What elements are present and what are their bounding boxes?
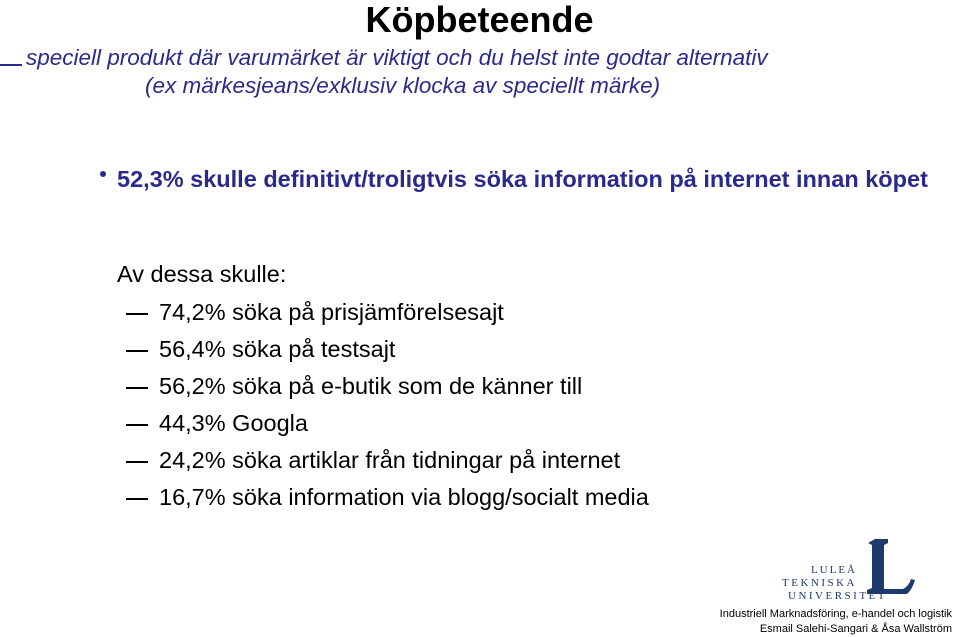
list-item-text: 56,4% söka på testsajt <box>159 336 396 362</box>
footer-line-2: Esmail Salehi-Sangari & Åsa Wallström <box>759 623 952 635</box>
dash-icon <box>126 387 148 389</box>
list-item-text: 16,7% söka information via blogg/socialt… <box>159 484 649 510</box>
list-item-text: 24,2% söka artiklar från tidningar på in… <box>159 447 621 473</box>
logo-line-3: UNIVERSITET <box>788 590 887 602</box>
university-logo-mark-icon <box>867 539 915 594</box>
footer-line-1: Industriell Marknadsföring, e-handel och… <box>719 608 952 620</box>
subtitle-line-1: speciell produkt där varumärket är vikti… <box>26 45 768 70</box>
subtitle: speciell produkt där varumärket är vikti… <box>26 44 951 100</box>
slide-title: Köpbeteende <box>365 0 594 40</box>
dash-icon <box>126 424 148 426</box>
intro-text: Av dessa skulle: <box>117 261 287 287</box>
dash-icon <box>126 313 148 315</box>
dash-icon <box>126 498 148 500</box>
subtitle-line-2: (ex märkesjeans/exklusiv klocka av speci… <box>145 73 661 98</box>
list-item-text: 56,2% söka på e-butik som de känner till <box>159 373 583 399</box>
logo-line-1: LULEÅ <box>810 564 857 576</box>
list-item-text: 74,2% söka på prisjämförelsesajt <box>159 299 504 325</box>
list-item-text: 44,3% Googla <box>159 410 308 436</box>
main-bullet: 52,3% skulle definitivt/troligtvis söka … <box>117 166 928 192</box>
subtitle-dash <box>0 64 22 66</box>
bullet-dot-icon <box>100 171 106 177</box>
dash-icon <box>126 350 148 352</box>
logo-line-2: TEKNISKA <box>782 577 857 589</box>
university-logo: LULEÅ TEKNISKA UNIVERSITET <box>760 533 945 611</box>
dash-icon <box>126 461 148 463</box>
